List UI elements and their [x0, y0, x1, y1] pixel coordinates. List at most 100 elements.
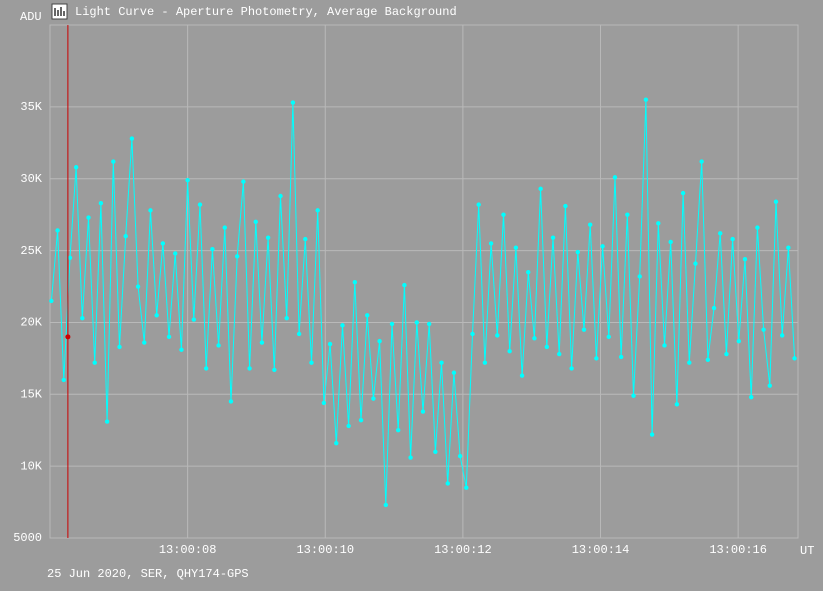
data-point	[371, 396, 376, 401]
data-point	[457, 453, 463, 459]
data-point	[519, 373, 525, 378]
data-point	[315, 208, 320, 213]
y-tick-label: 35K	[20, 100, 42, 114]
y-tick-label: 25K	[20, 244, 42, 258]
data-point	[284, 315, 289, 321]
data-point	[451, 370, 457, 375]
data-point	[773, 199, 779, 204]
data-point	[730, 236, 735, 242]
data-point	[705, 357, 711, 363]
data-point	[327, 341, 333, 347]
data-point	[631, 393, 636, 398]
data-point	[618, 354, 624, 360]
data-point	[67, 255, 73, 260]
data-point	[365, 313, 370, 318]
data-point	[185, 177, 190, 183]
data-point	[414, 320, 419, 325]
x-tick-label: 13:00:10	[296, 543, 354, 557]
data-point	[179, 347, 184, 352]
data-point	[377, 338, 382, 344]
data-point	[718, 231, 723, 236]
data-point	[80, 315, 85, 321]
data-point	[135, 284, 141, 289]
data-point	[674, 402, 680, 407]
chart-title: Light Curve - Aperture Photometry, Avera…	[75, 5, 457, 19]
y-tick-label: 5000	[13, 531, 42, 545]
data-point	[402, 282, 407, 288]
data-point	[600, 244, 605, 249]
data-point	[581, 327, 587, 332]
y-tick-label: 20K	[20, 316, 42, 330]
data-point	[792, 356, 797, 361]
data-point	[761, 327, 766, 332]
data-point	[166, 334, 172, 340]
data-point	[395, 428, 401, 433]
y-tick-label: 15K	[20, 387, 42, 401]
data-point	[247, 366, 252, 371]
data-point	[569, 366, 574, 371]
data-point	[253, 219, 258, 225]
data-point	[154, 313, 159, 318]
footer: 25 Jun 2020, SER, QHY174-GPS	[47, 567, 249, 581]
data-point	[265, 235, 271, 240]
data-point	[656, 221, 661, 226]
data-point	[538, 186, 543, 192]
data-point	[557, 351, 562, 357]
data-point	[680, 190, 686, 196]
data-point	[693, 261, 698, 266]
data-point	[408, 455, 413, 460]
data-point	[687, 360, 692, 365]
data-point	[216, 343, 221, 348]
data-point	[104, 419, 110, 424]
data-point	[433, 449, 438, 454]
data-point	[160, 241, 166, 246]
y-axis-label: ADU	[20, 10, 42, 24]
data-point	[786, 245, 791, 250]
data-point	[49, 298, 54, 304]
data-point	[513, 245, 519, 250]
data-point	[98, 200, 104, 206]
data-point	[309, 360, 314, 365]
data-point	[334, 440, 339, 446]
data-point	[142, 340, 147, 345]
data-point	[92, 360, 97, 365]
data-point	[476, 202, 481, 207]
data-point	[278, 193, 283, 199]
data-point	[749, 394, 754, 400]
data-point	[736, 338, 742, 344]
data-point	[346, 423, 351, 429]
data-point	[575, 249, 580, 255]
data-point	[210, 246, 215, 252]
data-point	[755, 225, 760, 230]
data-point	[129, 136, 135, 141]
data-point	[482, 360, 488, 365]
data-point	[234, 254, 240, 259]
data-point	[272, 367, 277, 373]
data-point	[383, 502, 389, 508]
data-point	[204, 366, 209, 371]
data-point	[358, 417, 364, 423]
data-point	[352, 280, 358, 285]
data-point	[259, 340, 265, 345]
data-point	[470, 331, 475, 337]
data-point	[711, 305, 717, 311]
app-icon	[51, 3, 68, 20]
data-point	[439, 360, 444, 365]
y-tick-label: 10K	[20, 459, 42, 473]
data-point	[606, 334, 611, 340]
x-tick-label: 13:00:14	[572, 543, 630, 557]
data-point	[668, 239, 673, 245]
data-point	[321, 400, 327, 406]
data-point	[532, 336, 537, 341]
data-point	[117, 344, 122, 350]
data-point	[303, 236, 308, 242]
x-tick-label: 13:00:16	[709, 543, 767, 557]
data-point	[340, 323, 345, 328]
data-point	[612, 175, 618, 180]
data-point	[197, 202, 203, 207]
data-point	[464, 485, 469, 490]
data-point	[587, 222, 593, 227]
data-point	[563, 203, 568, 209]
data-point	[389, 321, 395, 327]
